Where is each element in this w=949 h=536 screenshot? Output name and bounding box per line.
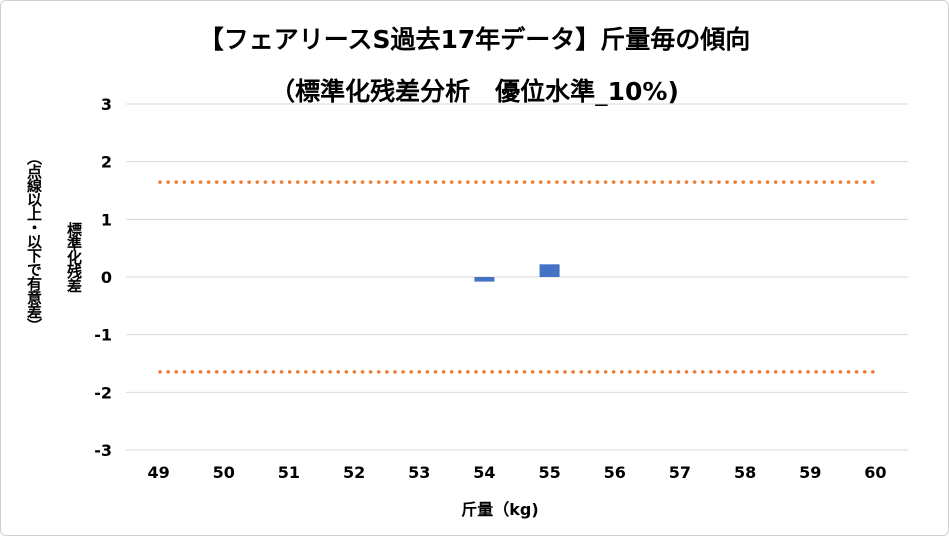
y-tick-label: 3	[101, 95, 112, 114]
x-tick-label: 58	[734, 463, 756, 482]
x-tick-label: 60	[864, 463, 886, 482]
x-tick-label: 59	[799, 463, 821, 482]
threshold-lines	[158, 180, 878, 374]
x-tick-label: 51	[278, 463, 300, 482]
x-tick-label: 52	[343, 463, 365, 482]
y-tick-label: 0	[101, 268, 112, 287]
x-tick-label: 56	[604, 463, 626, 482]
y-axis-sublabel: （点線以上・以下で有意差）	[25, 150, 43, 332]
y-tick-label: -3	[94, 441, 112, 460]
y-axis-label: 標準化残差	[65, 222, 83, 292]
x-tick-label: 54	[473, 463, 495, 482]
y-tick-labels: 3 2 1 0 -1 -2 -3	[94, 95, 112, 460]
x-tick-label: 49	[147, 463, 169, 482]
bar-54	[474, 277, 495, 282]
x-tick-labels: 49 50 51 52 53 54 55 56 57 58 59 60	[147, 463, 886, 482]
x-axis-label: 斤量（kg)	[461, 500, 539, 519]
x-tick-label: 50	[213, 463, 235, 482]
y-tick-label: -2	[94, 383, 112, 402]
chart-title: 【フェアリースS過去17年データ】斤量毎の傾向	[198, 25, 751, 54]
x-tick-label: 53	[408, 463, 430, 482]
x-tick-label: 57	[669, 463, 691, 482]
y-tick-label: 2	[101, 153, 112, 172]
chart-subtitle: （標準化残差分析 優位水準_10%)	[270, 77, 679, 106]
gridlines	[126, 103, 908, 451]
y-tick-label: -1	[94, 326, 112, 345]
x-tick-label: 55	[538, 463, 560, 482]
bar-55	[539, 264, 560, 277]
y-tick-label: 1	[101, 210, 112, 229]
bars	[474, 264, 560, 282]
